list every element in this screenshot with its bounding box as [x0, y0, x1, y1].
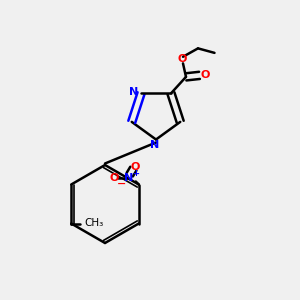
Text: +: +: [132, 169, 139, 178]
Text: N: N: [129, 87, 138, 97]
Text: O: O: [201, 70, 210, 80]
Text: −: −: [117, 178, 126, 189]
Text: O: O: [110, 172, 119, 183]
Text: N: N: [124, 172, 133, 183]
Text: CH₃: CH₃: [85, 218, 104, 229]
Text: N: N: [150, 140, 159, 150]
Text: O: O: [178, 54, 187, 64]
Text: O: O: [130, 162, 140, 172]
